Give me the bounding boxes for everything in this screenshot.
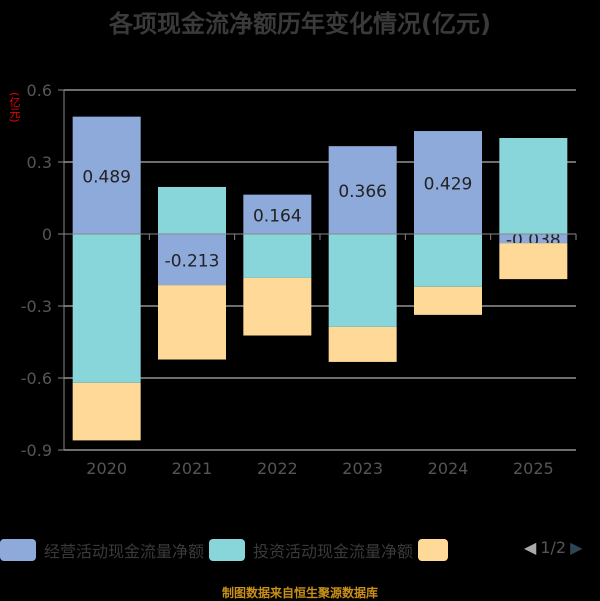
legend-swatch — [0, 539, 36, 561]
legend-pager: ◀ 1/2 ▶ — [524, 538, 582, 557]
y-tick-label: -0.3 — [21, 297, 52, 316]
source-note: 制图数据来自恒生聚源数据库 — [221, 586, 378, 600]
y-tick-label: 0.3 — [27, 153, 52, 172]
x-tick-label: 2025 — [513, 459, 554, 478]
bar-series-0-2024[interactable] — [414, 131, 482, 234]
x-tick-label: 2024 — [428, 459, 469, 478]
y-axis-unit: (亿元) — [8, 92, 21, 123]
bar-series-2-2023[interactable] — [328, 326, 397, 362]
bar-series-1-2020[interactable] — [72, 234, 141, 383]
legend-item-investing[interactable]: 投资活动现金流量净额 — [209, 538, 413, 562]
data-label: 0.429 — [424, 175, 473, 195]
x-tick-label: 2022 — [257, 459, 298, 478]
bar-series-2-2021[interactable] — [158, 285, 226, 360]
legend-item-financing[interactable] — [418, 538, 456, 562]
x-tick-label: 2021 — [172, 459, 213, 478]
data-label: 0.366 — [338, 182, 387, 202]
legend-swatch — [209, 539, 245, 561]
data-label: -0.213 — [165, 252, 220, 272]
bar-series-2-2020[interactable] — [72, 382, 141, 441]
bar-series-0-2023[interactable] — [328, 146, 397, 234]
x-tick-label: 2023 — [342, 459, 383, 478]
data-label: 0.164 — [253, 206, 302, 226]
next-page-icon[interactable]: ▶ — [570, 538, 583, 557]
y-tick-label: 0.6 — [27, 81, 52, 100]
bar-series-1-2021[interactable] — [158, 186, 226, 234]
legend-label: 投资活动现金流量净额 — [253, 542, 414, 561]
bar-series-2-2024[interactable] — [414, 286, 482, 315]
chart-title: 各项现金流净额历年变化情况(亿元) — [109, 10, 491, 38]
bar-series-1-2024[interactable] — [414, 234, 482, 287]
data-label: 0.489 — [82, 167, 131, 187]
bar-series-1-2025[interactable] — [499, 138, 568, 234]
bar-series-2-2022[interactable] — [243, 277, 312, 336]
bar-series-0-2021[interactable] — [158, 234, 226, 286]
legend-item-operating[interactable]: 经营活动现金流量净额 — [0, 538, 204, 562]
x-tick-label: 2020 — [86, 459, 127, 478]
legend-label: 经营活动现金流量净额 — [44, 542, 205, 561]
bar-series-1-2022[interactable] — [243, 234, 312, 278]
page-indicator: 1/2 — [540, 538, 567, 557]
bar-series-0-2022[interactable] — [243, 194, 312, 234]
bar-series-0-2020[interactable] — [72, 116, 141, 234]
bar-series-0-2025[interactable] — [499, 234, 568, 244]
bar-series-1-2023[interactable] — [328, 234, 397, 327]
bar-series-2-2025[interactable] — [499, 243, 568, 280]
y-tick-label: -0.6 — [21, 369, 52, 388]
prev-page-icon[interactable]: ◀ — [524, 538, 537, 557]
legend-swatch — [418, 539, 448, 561]
y-tick-label: -0.9 — [21, 441, 52, 460]
y-tick-label: 0 — [42, 225, 52, 244]
